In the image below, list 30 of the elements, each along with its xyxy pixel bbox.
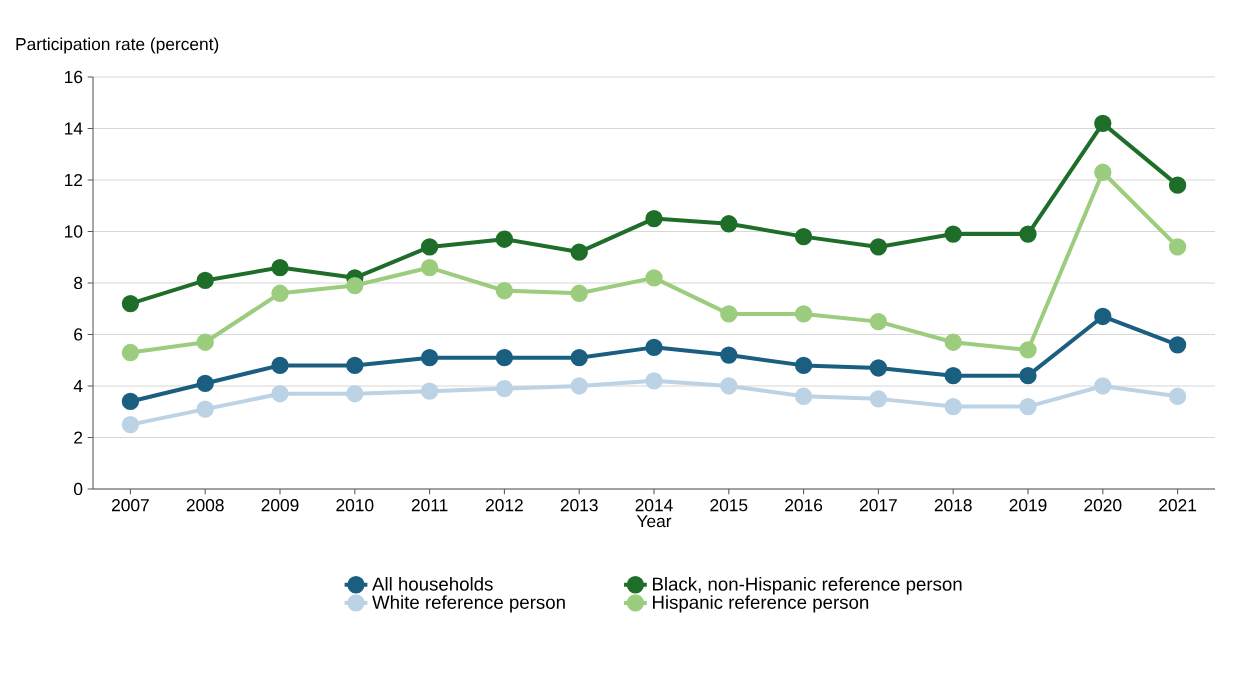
x-tick-label: 2019 [1009,499,1047,512]
x-tick-label: 2008 [186,499,224,512]
x-tick-label: 2020 [1084,499,1122,512]
y-tick-label: 0 [73,482,83,496]
y-tick-label: 16 [65,70,83,84]
y-tick-label: 6 [74,328,83,341]
x-tick-label: 2010 [336,499,374,512]
x-tick-label: 2009 [261,499,299,512]
legend-label: White reference person [372,595,565,613]
x-tick-label: 2021 [1159,499,1197,512]
x-axis-title: Year [636,515,672,528]
x-tick-label: 2015 [710,499,748,512]
legend-label: All households [372,576,493,591]
y-tick-label: 2 [74,431,83,444]
x-tick-label: 2014 [635,499,673,512]
x-tick-label: 2011 [411,499,448,512]
y-tick-label: 8 [74,276,83,290]
y-axis-title: Participation rate (percent) [16,37,219,54]
x-tick-label: 2007 [112,499,149,512]
x-tick-label: 2013 [560,499,598,512]
y-tick-label: 4 [73,380,83,392]
x-tick-label: 2017 [860,499,897,512]
legend-label: Hispanic reference person [653,595,869,613]
x-tick-label: 2018 [934,499,972,512]
x-tick-label: 2012 [486,499,523,512]
y-tick-label: 10 [65,225,83,238]
x-tick-label: 2016 [785,499,823,512]
legend-label: Black, non-Hispanic reference person [653,576,962,595]
y-tick-label: 12 [65,173,83,187]
y-tick-label: 14 [65,122,83,135]
